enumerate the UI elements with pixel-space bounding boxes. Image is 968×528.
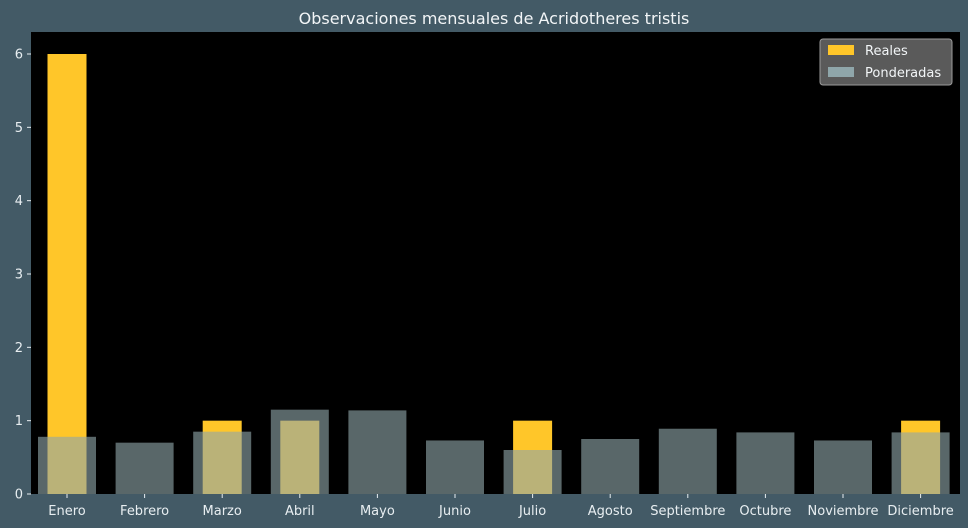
x-tick-label-agosto: Agosto <box>588 504 633 519</box>
y-tick-label: 6 <box>15 48 23 63</box>
x-tick-label-mayo: Mayo <box>360 504 395 519</box>
x-tick-label-abril: Abril <box>285 504 315 519</box>
y-tick-label: 3 <box>15 268 23 283</box>
bar-ponderadas-octubre <box>736 432 795 494</box>
x-tick-label-julio: Julio <box>518 504 546 519</box>
bar-ponderadas-abril <box>270 409 329 494</box>
bar-ponderadas-febrero <box>115 442 174 494</box>
x-tick-label-noviembre: Noviembre <box>808 504 879 519</box>
bars <box>38 54 950 494</box>
bar-ponderadas-noviembre <box>814 440 872 494</box>
y-tick-label: 0 <box>15 488 23 503</box>
bar-ponderadas-junio <box>426 440 484 494</box>
x-tick-label-octubre: Octubre <box>739 504 791 519</box>
y-tick-label: 1 <box>15 414 23 429</box>
legend-swatch-reales <box>828 45 854 55</box>
bar-ponderadas-enero <box>38 436 96 494</box>
bar-reales-enero <box>47 54 87 494</box>
bar-ponderadas-agosto <box>581 439 640 494</box>
legend-label-reales: Reales <box>865 44 908 59</box>
chart-title: Observaciones mensuales de Acridotheres … <box>299 9 690 28</box>
plot-area <box>31 32 960 494</box>
bar-ponderadas-septiembre <box>658 428 717 494</box>
y-tick-label: 4 <box>15 194 23 209</box>
x-tick-label-junio: Junio <box>438 504 471 519</box>
x-tick-label-marzo: Marzo <box>203 504 242 519</box>
bar-ponderadas-mayo <box>348 410 407 494</box>
y-tick-label: 5 <box>15 121 23 136</box>
x-tick-label-septiembre: Septiembre <box>650 504 725 519</box>
bar-ponderadas-marzo <box>193 431 252 494</box>
x-tick-label-enero: Enero <box>48 504 86 519</box>
x-tick-label-diciembre: Diciembre <box>887 504 953 519</box>
legend-swatch-ponderadas <box>828 67 854 77</box>
legend-label-ponderadas: Ponderadas <box>865 66 941 81</box>
y-tick-label: 2 <box>15 341 23 356</box>
x-tick-label-febrero: Febrero <box>120 504 169 519</box>
legend: Reales Ponderadas <box>819 38 953 86</box>
x-axis: Enero Febrero Marzo Abril Mayo Junio Julio Agos… <box>48 494 954 519</box>
bar-ponderadas-diciembre <box>891 432 950 494</box>
bar-ponderadas-julio <box>503 450 562 494</box>
y-axis: 0 1 2 3 4 5 6 <box>15 48 31 503</box>
